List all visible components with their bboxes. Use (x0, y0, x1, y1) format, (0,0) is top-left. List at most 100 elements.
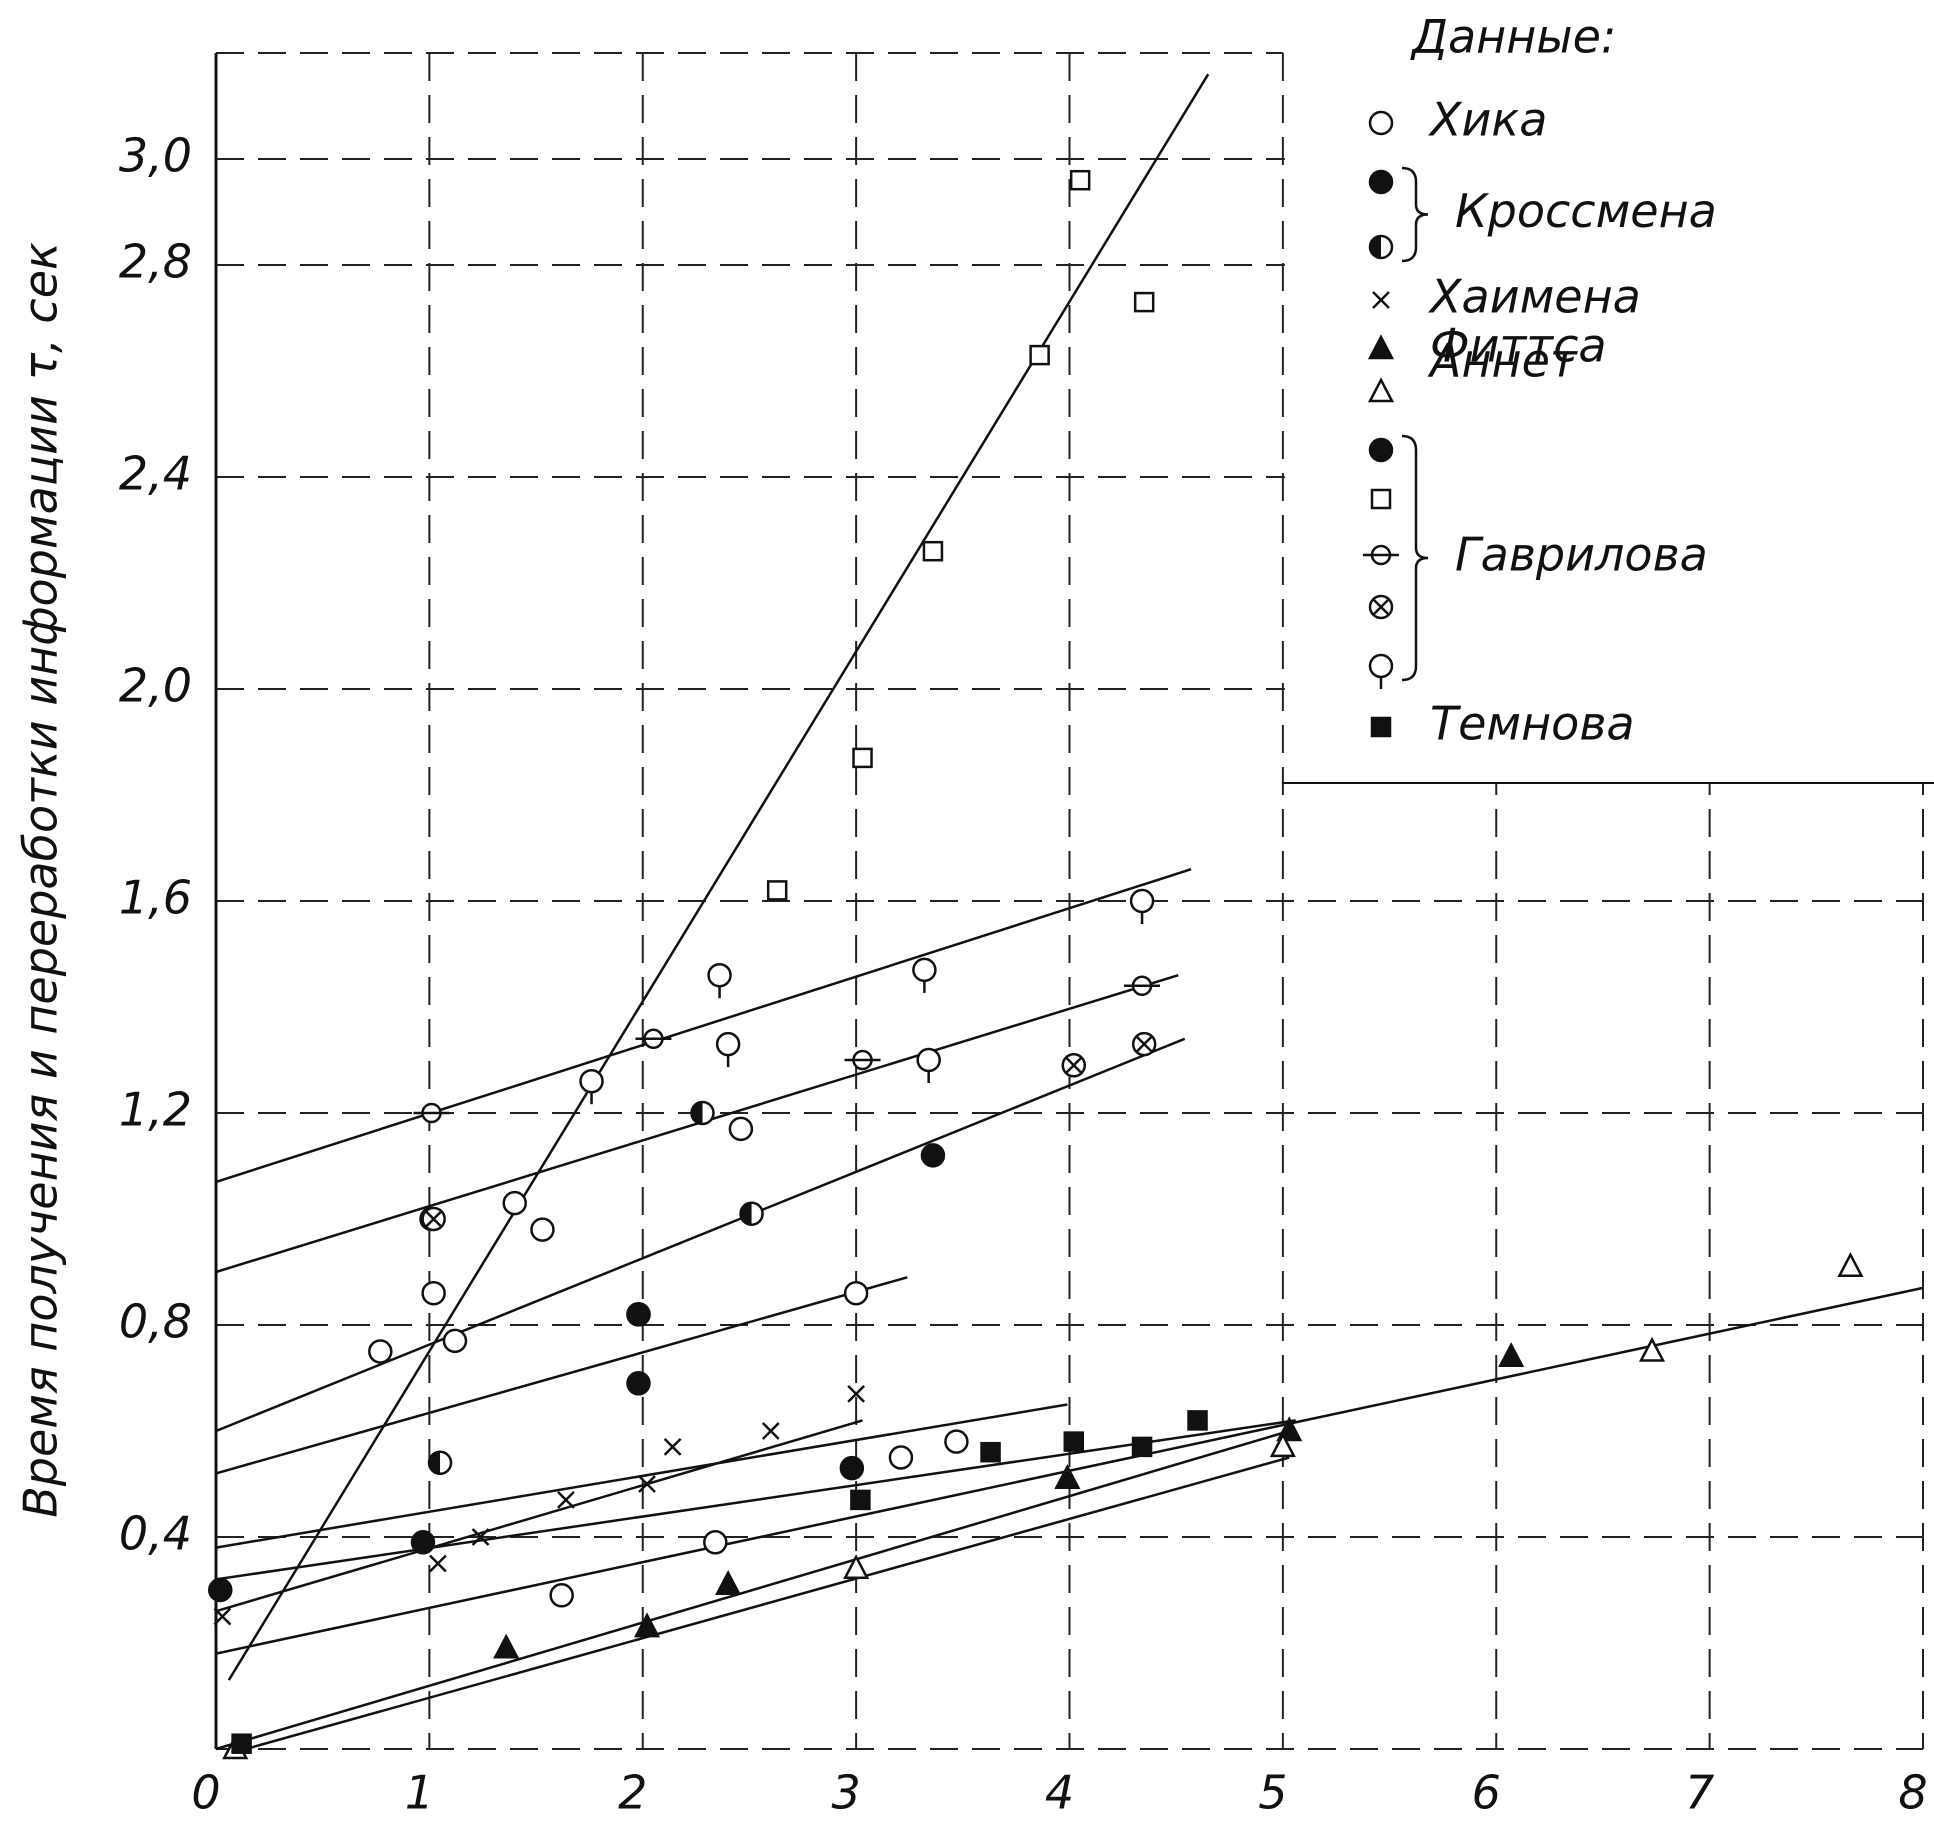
trend-line (215, 1403, 1068, 1549)
point (1187, 1410, 1208, 1431)
point (847, 1385, 866, 1403)
y-tick-label: 2,0 (119, 659, 192, 713)
marker-part (1370, 716, 1392, 738)
y-tick-label: 1,6 (119, 871, 192, 925)
marker-part (1498, 1342, 1525, 1368)
point (944, 1429, 969, 1454)
marker-part (920, 1143, 946, 1168)
marker-part (691, 1102, 703, 1124)
point (663, 1438, 682, 1456)
marker-part (843, 1554, 870, 1580)
point (920, 1143, 946, 1168)
legend-marker (1368, 110, 1394, 136)
point (843, 1554, 870, 1580)
point (1054, 1464, 1081, 1489)
marker-part (715, 1031, 741, 1057)
y-tick-label: 1,2 (119, 1083, 192, 1137)
point (766, 880, 788, 901)
point (707, 962, 732, 999)
marker-part (1373, 599, 1389, 615)
trend-line (215, 1419, 1296, 1581)
marker-part (980, 1441, 1001, 1463)
marker-part (1368, 653, 1394, 679)
marker-part (728, 1116, 754, 1142)
point (442, 1328, 468, 1354)
marker-part (1368, 169, 1394, 195)
legend-label: Фиттса (1430, 319, 1607, 373)
x-tick-label: 8 (1898, 1766, 1927, 1820)
x-tick-label: 5 (1258, 1766, 1287, 1820)
marker-part (1063, 1431, 1085, 1452)
point (429, 1554, 447, 1573)
marker-part (633, 1612, 661, 1638)
point (1029, 344, 1050, 366)
point (1129, 888, 1155, 924)
marker-part (442, 1328, 468, 1354)
point (502, 1190, 527, 1216)
legend-marker (1372, 291, 1390, 309)
point (980, 1441, 1001, 1463)
marker-part (626, 1371, 651, 1396)
marker-part (530, 1217, 555, 1242)
point (1269, 1432, 1296, 1458)
marker-part (213, 1607, 232, 1626)
point (715, 1031, 741, 1068)
legend-label: Хаимена (1428, 270, 1641, 324)
legend-label: Кроссмена (1455, 184, 1717, 238)
legend-label: Хика (1428, 93, 1547, 147)
point (421, 1280, 446, 1306)
marker-part (663, 1438, 682, 1456)
point (850, 1489, 871, 1511)
x-tick-label: 1 (405, 1766, 434, 1820)
y-tick-label: 0,4 (119, 1507, 192, 1561)
point (1133, 291, 1155, 313)
marker-part (1367, 334, 1395, 360)
marker-part (703, 1530, 728, 1555)
marker-part (1368, 110, 1394, 136)
point (421, 1206, 446, 1232)
marker-part (1029, 344, 1050, 366)
marker-part (850, 1489, 871, 1511)
point (1131, 1436, 1153, 1458)
x-tick-label: 7 (1685, 1766, 1714, 1820)
marker-part (1370, 488, 1392, 510)
marker-part (1837, 1252, 1864, 1277)
marker-part (425, 1211, 442, 1227)
marker-part (429, 1451, 441, 1474)
legend-marker (1370, 716, 1392, 738)
point (626, 1371, 651, 1396)
legend-marker (1363, 544, 1399, 566)
marker-part (715, 1570, 742, 1595)
point (844, 1049, 881, 1071)
marker-part (368, 1339, 393, 1364)
point (1498, 1342, 1525, 1368)
point (715, 1570, 742, 1595)
marker-part (626, 1302, 651, 1327)
marker-part (579, 1068, 604, 1094)
legend-label: Гаврилова (1455, 528, 1708, 582)
point (530, 1217, 555, 1242)
marker-part (1054, 1464, 1081, 1489)
point (843, 1280, 869, 1306)
point (761, 1422, 780, 1440)
marker-part (766, 880, 788, 901)
marker-part (852, 747, 873, 769)
marker-part (916, 1047, 941, 1073)
marker-part (1367, 377, 1395, 403)
marker-part (847, 1385, 866, 1403)
point (1638, 1336, 1666, 1362)
point (638, 1475, 656, 1493)
point (208, 1577, 233, 1603)
point (888, 1445, 914, 1470)
point (916, 1047, 941, 1083)
y-tick-label: 3,0 (119, 129, 192, 183)
marker-part (1131, 1436, 1153, 1458)
point (1131, 1031, 1157, 1057)
point (427, 1450, 453, 1476)
x-tick-label: 3 (831, 1766, 860, 1820)
trend-line (245, 1456, 1290, 1751)
legend-label: Аннет (1427, 334, 1578, 388)
marker-part (888, 1445, 914, 1470)
legend-marker (1368, 653, 1394, 689)
point (231, 1733, 252, 1754)
